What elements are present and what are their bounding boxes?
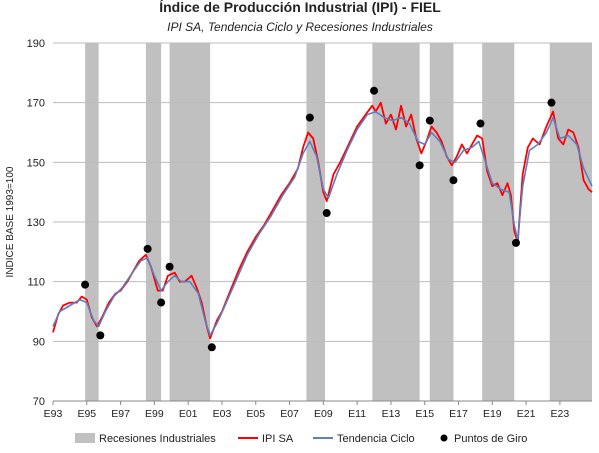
legend-label: IPI SA — [262, 433, 294, 445]
x-tick-label: E19 — [483, 408, 502, 420]
turning-point — [547, 98, 556, 107]
y-axis-label: INDICE BASE 1993=100 — [5, 166, 16, 277]
turning-point — [157, 298, 166, 307]
y-tick-label: 150 — [27, 157, 45, 169]
y-tick-label: 170 — [27, 98, 45, 110]
x-tick-label: E03 — [213, 408, 232, 420]
turning-point — [511, 238, 520, 247]
plot-area: 70 90 110 130 150 170 190 E93 E95 E97 E99 E01 E03 E05… — [27, 38, 593, 420]
x-tick-label: E23 — [551, 408, 570, 420]
x-tick-label: E01 — [179, 408, 198, 420]
x-tick-label: E21 — [517, 408, 536, 420]
series-line-tendencia-ciclo — [52, 110, 593, 337]
turning-point — [305, 113, 314, 122]
x-tick-label: E97 — [111, 408, 130, 420]
chart-title: Índice de Producción Industrial (IPI) - … — [159, 0, 441, 15]
turning-point — [96, 331, 105, 340]
turning-point — [207, 343, 216, 352]
legend-label: Recesiones Industriales — [99, 433, 216, 445]
y-tick-label: 130 — [27, 217, 45, 229]
x-tick-label: E07 — [280, 408, 299, 420]
x-tick-label: E13 — [382, 408, 401, 420]
x-tick-label: E95 — [77, 408, 96, 420]
x-tick-label: E15 — [415, 408, 434, 420]
turning-point — [415, 161, 424, 170]
legend-swatch-recession — [75, 433, 95, 443]
x-tick-label: E09 — [314, 408, 333, 420]
turning-point — [476, 119, 485, 128]
legend-label: Puntos de Giro — [454, 433, 527, 445]
turning-point — [425, 116, 434, 125]
turning-point — [143, 244, 152, 253]
y-tick-label: 70 — [33, 396, 45, 408]
turning-point — [449, 176, 458, 185]
x-tick-label: E11 — [348, 408, 366, 420]
x-tick-label: E05 — [246, 408, 265, 420]
y-tick-label: 110 — [27, 277, 45, 289]
turning-point — [370, 86, 379, 95]
y-tick-label: 90 — [33, 336, 45, 348]
chart-subtitle: IPI SA, Tendencia Ciclo y Recesiones Ind… — [167, 20, 433, 34]
turning-point — [81, 280, 90, 289]
legend-label: Tendencia Ciclo — [337, 433, 415, 445]
turning-point — [165, 262, 174, 271]
y-tick-label: 190 — [27, 38, 45, 50]
x-tick-label: E93 — [44, 408, 63, 420]
x-tick-label: E99 — [145, 408, 164, 420]
legend: Recesiones Industriales IPI SA Tendencia C… — [75, 433, 527, 445]
turning-point — [322, 209, 331, 218]
series-line-ipi-sa — [52, 101, 593, 340]
legend-swatch-dot — [440, 434, 448, 442]
x-tick-label: E17 — [449, 408, 468, 420]
